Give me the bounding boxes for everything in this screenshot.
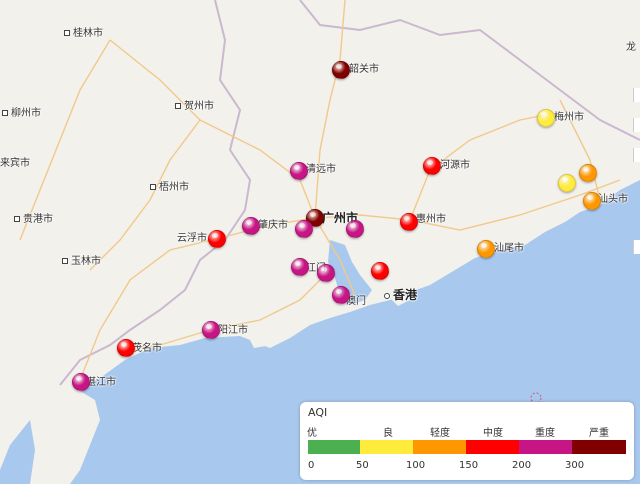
legend-level-severe: 严重 bbox=[589, 428, 609, 439]
city-label-shanwei: 汕尾市 bbox=[494, 243, 524, 254]
legend-bar-good bbox=[360, 440, 413, 454]
city-label-maoming: 茂名市 bbox=[132, 343, 162, 354]
aqi-marker-yangjiang[interactable] bbox=[202, 321, 220, 339]
aqi-marker-shaoguan[interactable] bbox=[332, 61, 350, 79]
legend-tick-100: 100 bbox=[406, 460, 426, 471]
city-label-hezhou: 贺州市 bbox=[175, 101, 214, 113]
legend-level-excellent: 优 bbox=[307, 428, 317, 439]
aqi-marker-huizhou[interactable] bbox=[400, 213, 418, 231]
legend-tick-300: 300 bbox=[565, 460, 585, 471]
city-label-guilin: 桂林市 bbox=[64, 28, 103, 40]
legend-bar-heavy bbox=[519, 440, 572, 454]
side-toggle-1[interactable] bbox=[633, 88, 640, 102]
aqi-marker-shantou[interactable] bbox=[583, 192, 601, 210]
city-label-zhaoqing: 肇庆市 bbox=[258, 220, 288, 231]
city-label-qingyuan: 清远市 bbox=[306, 164, 336, 175]
city-label-hongkong: 香港 bbox=[384, 289, 417, 301]
city-label-laibin: 来宾市 bbox=[0, 158, 30, 169]
province-border bbox=[299, 0, 640, 141]
city-label-yulin: 玉林市 bbox=[62, 256, 101, 268]
city-label-liuzhou: 柳州市 bbox=[2, 108, 41, 120]
peninsula bbox=[30, 388, 100, 484]
aqi-marker-zhaoqing[interactable] bbox=[242, 217, 260, 235]
city-label-shaoguan: 韶关市 bbox=[349, 64, 379, 75]
aqi-marker-maoming[interactable] bbox=[117, 339, 135, 357]
island bbox=[388, 292, 410, 306]
legend-bar-excellent bbox=[308, 440, 360, 454]
aqi-marker-dongguan[interactable] bbox=[346, 220, 364, 238]
side-toggle-3[interactable] bbox=[633, 148, 640, 162]
aqi-marker-qingyuan[interactable] bbox=[290, 162, 308, 180]
city-label-huizhou: 惠州市 bbox=[416, 214, 446, 225]
side-toggle-2[interactable] bbox=[633, 118, 640, 132]
aqi-marker-zhuhai[interactable] bbox=[332, 286, 350, 304]
city-label-guigang: 贵港市 bbox=[14, 214, 53, 226]
city-label-macau: 澳门 bbox=[346, 296, 366, 307]
city-label-zhanjiang: 湛江市 bbox=[86, 377, 116, 388]
city-label-jiangmen: 江门 bbox=[306, 263, 326, 274]
city-label-yunfu: 云浮市 bbox=[177, 233, 207, 244]
legend-level-good: 良 bbox=[383, 428, 393, 439]
aqi-marker-yunfu[interactable] bbox=[208, 230, 226, 248]
aqi-marker-jiangmen[interactable] bbox=[291, 258, 309, 276]
aqi-marker-shenzhen[interactable] bbox=[371, 262, 389, 280]
city-label-edge: 龙 bbox=[626, 42, 636, 53]
city-label-meizhou: 梅州市 bbox=[554, 112, 584, 123]
side-toggle-4[interactable] bbox=[633, 240, 640, 254]
aqi-marker-meizhou[interactable] bbox=[537, 109, 555, 127]
aqi-legend: AQI 优 良 轻度 中度 重度 严重 0 50 100 150 200 300 bbox=[300, 402, 634, 480]
aqi-marker-shanwei[interactable] bbox=[477, 240, 495, 258]
legend-level-heavy: 重度 bbox=[535, 428, 555, 439]
road-network bbox=[19, 0, 621, 381]
island bbox=[250, 338, 266, 348]
legend-tick-50: 50 bbox=[356, 460, 369, 471]
legend-bar-light bbox=[413, 440, 466, 454]
aqi-marker-heyuan[interactable] bbox=[423, 157, 441, 175]
aqi-marker-meizhou-south[interactable] bbox=[558, 174, 576, 192]
legend-level-moderate: 中度 bbox=[483, 428, 503, 439]
legend-level-light: 轻度 bbox=[430, 428, 450, 439]
sea-marker bbox=[530, 392, 542, 404]
city-label-heyuan: 河源市 bbox=[440, 160, 470, 171]
city-label-shantou: 汕头市 bbox=[598, 194, 628, 205]
legend-tick-150: 150 bbox=[459, 460, 479, 471]
aqi-marker-foshan[interactable] bbox=[295, 220, 313, 238]
legend-tick-200: 200 bbox=[512, 460, 532, 471]
legend-bar-moderate bbox=[466, 440, 519, 454]
city-label-yangjiang: 阳江市 bbox=[218, 325, 248, 336]
aqi-marker-zhanjiang[interactable] bbox=[72, 373, 90, 391]
aqi-marker-chaozhou[interactable] bbox=[579, 164, 597, 182]
aqi-marker-zhongshan[interactable] bbox=[317, 264, 335, 282]
legend-tick-0: 0 bbox=[308, 460, 315, 471]
city-label-wuzhou: 梧州市 bbox=[150, 182, 189, 194]
legend-bar-severe bbox=[572, 440, 626, 454]
legend-title: AQI bbox=[308, 406, 328, 419]
